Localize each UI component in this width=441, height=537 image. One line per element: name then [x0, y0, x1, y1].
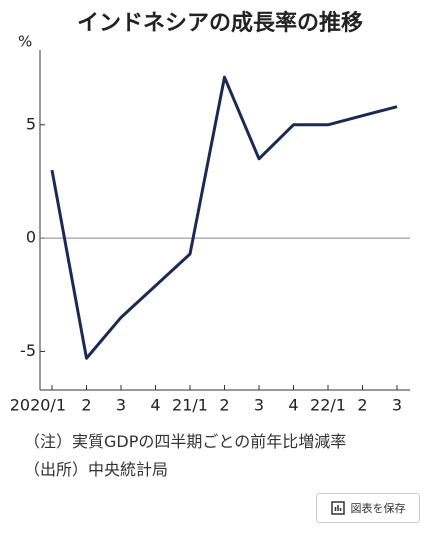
x-tick-label: 2020/1 [10, 396, 66, 415]
y-tick-label: 5 [26, 114, 36, 133]
save-button[interactable]: 図表を保存 [316, 493, 420, 523]
data-line [50, 75, 398, 360]
x-tick-label: 21/1 [172, 396, 208, 415]
chart-title: インドネシアの成長率の推移 [77, 10, 363, 36]
x-tick-label: 3 [116, 396, 126, 415]
x-tick-label: 3 [254, 396, 264, 415]
icon [330, 501, 345, 515]
button-label[interactable]: 図表を保存 [350, 502, 406, 515]
note: （注）実質GDPの四半期ごとの前年比増減率 [24, 432, 347, 451]
x-tick-label: 22/1 [310, 396, 346, 415]
chart: インドネシアの成長率の推移 % -5 0 5 2020/1 2 3 4 21/1 2 3 4 22/1… [10, 10, 410, 415]
x-tick-label: 3 [392, 396, 402, 415]
x-tick-label: 4 [288, 396, 298, 415]
y-tick-label: -5 [20, 341, 36, 360]
y-axis-label: % [18, 33, 32, 51]
x-tick-label: 2 [81, 396, 91, 415]
y-tick-label: 0 [26, 228, 36, 247]
x-tick-label: 4 [150, 396, 160, 415]
source: （出所）中央統計局 [24, 460, 169, 479]
x-tick-label: 2 [357, 396, 367, 415]
x-tick-label: 2 [219, 396, 229, 415]
